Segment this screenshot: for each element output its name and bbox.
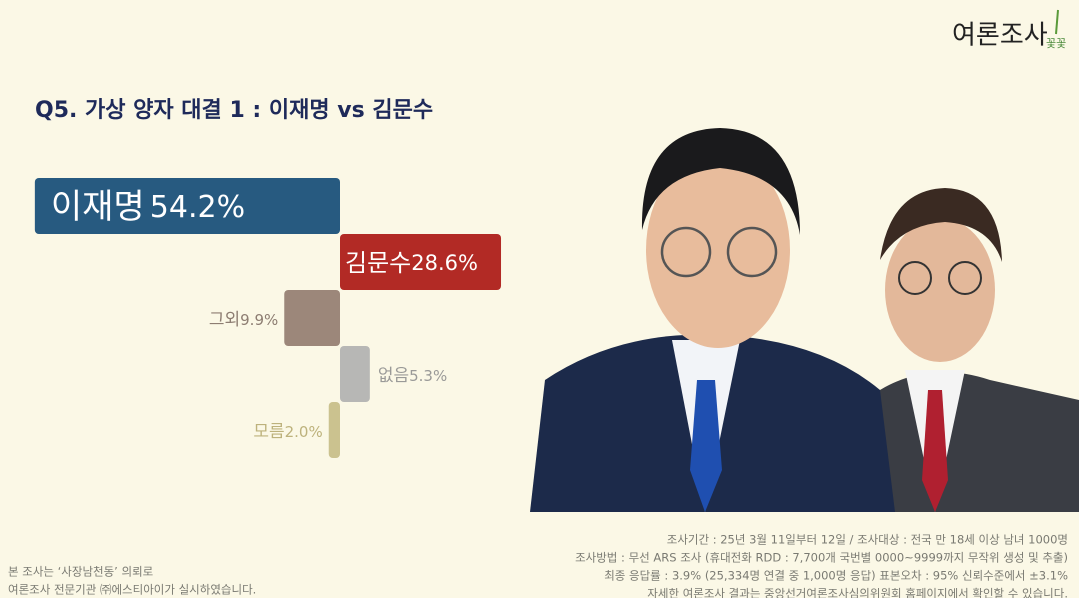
value-label: 5.3% xyxy=(409,367,447,385)
footer-right: 자세한 여론조사 결과는 중앙선거여론조사심의위원회 홈페이지에서 확인할 수 … xyxy=(647,587,1068,598)
chart-title: Q5. 가상 양자 대결 1 : 이재명 vs 김문수 xyxy=(35,98,433,123)
logo: 여론조사 xyxy=(952,21,1048,51)
category-label: 없음 xyxy=(378,366,409,386)
footer-right: 조사기간 : 25년 3월 11일부터 12일 / 조사대상 : 전국 만 18… xyxy=(667,533,1068,547)
value-label: 9.9% xyxy=(240,311,278,329)
category-label: 그외 xyxy=(209,310,240,330)
category-label: 모름 xyxy=(253,422,284,442)
logo-sub: 꽃꽃 xyxy=(1046,37,1066,50)
footer-left: 여론조사 전문기관 ㈜에스티아이가 실시하였습니다. xyxy=(8,583,256,597)
bar xyxy=(328,402,340,458)
footer-right: 조사방법 : 무선 ARS 조사 (휴대전화 RDD : 7,700개 국번별 … xyxy=(575,551,1068,565)
footer-left: 본 조사는 ‘사장남천동’ 의뢰로 xyxy=(8,565,153,579)
portrait-right xyxy=(870,188,1079,512)
portrait-left xyxy=(530,128,895,512)
bar-label: 김문수28.6% xyxy=(345,249,478,277)
footer-right: 최종 응답률 : 3.9% (25,334명 연결 중 1,000명 응답) 표… xyxy=(604,569,1068,583)
bar xyxy=(34,178,340,234)
value-label: 2.0% xyxy=(285,423,323,441)
bar-label: 모름2.0% xyxy=(253,422,322,442)
bar xyxy=(340,234,502,290)
logo-stem xyxy=(1055,9,1059,35)
category-label: 이재명 xyxy=(51,187,145,227)
value-label: 54.2% xyxy=(150,190,245,225)
bar xyxy=(284,290,340,346)
value-label: 28.6% xyxy=(411,251,478,275)
category-label: 김문수 xyxy=(345,249,411,277)
bar-label: 없음5.3% xyxy=(378,366,447,386)
bar-label: 그외9.9% xyxy=(209,310,278,330)
bar xyxy=(340,346,370,402)
bar-label: 이재명 54.2% xyxy=(51,187,245,227)
